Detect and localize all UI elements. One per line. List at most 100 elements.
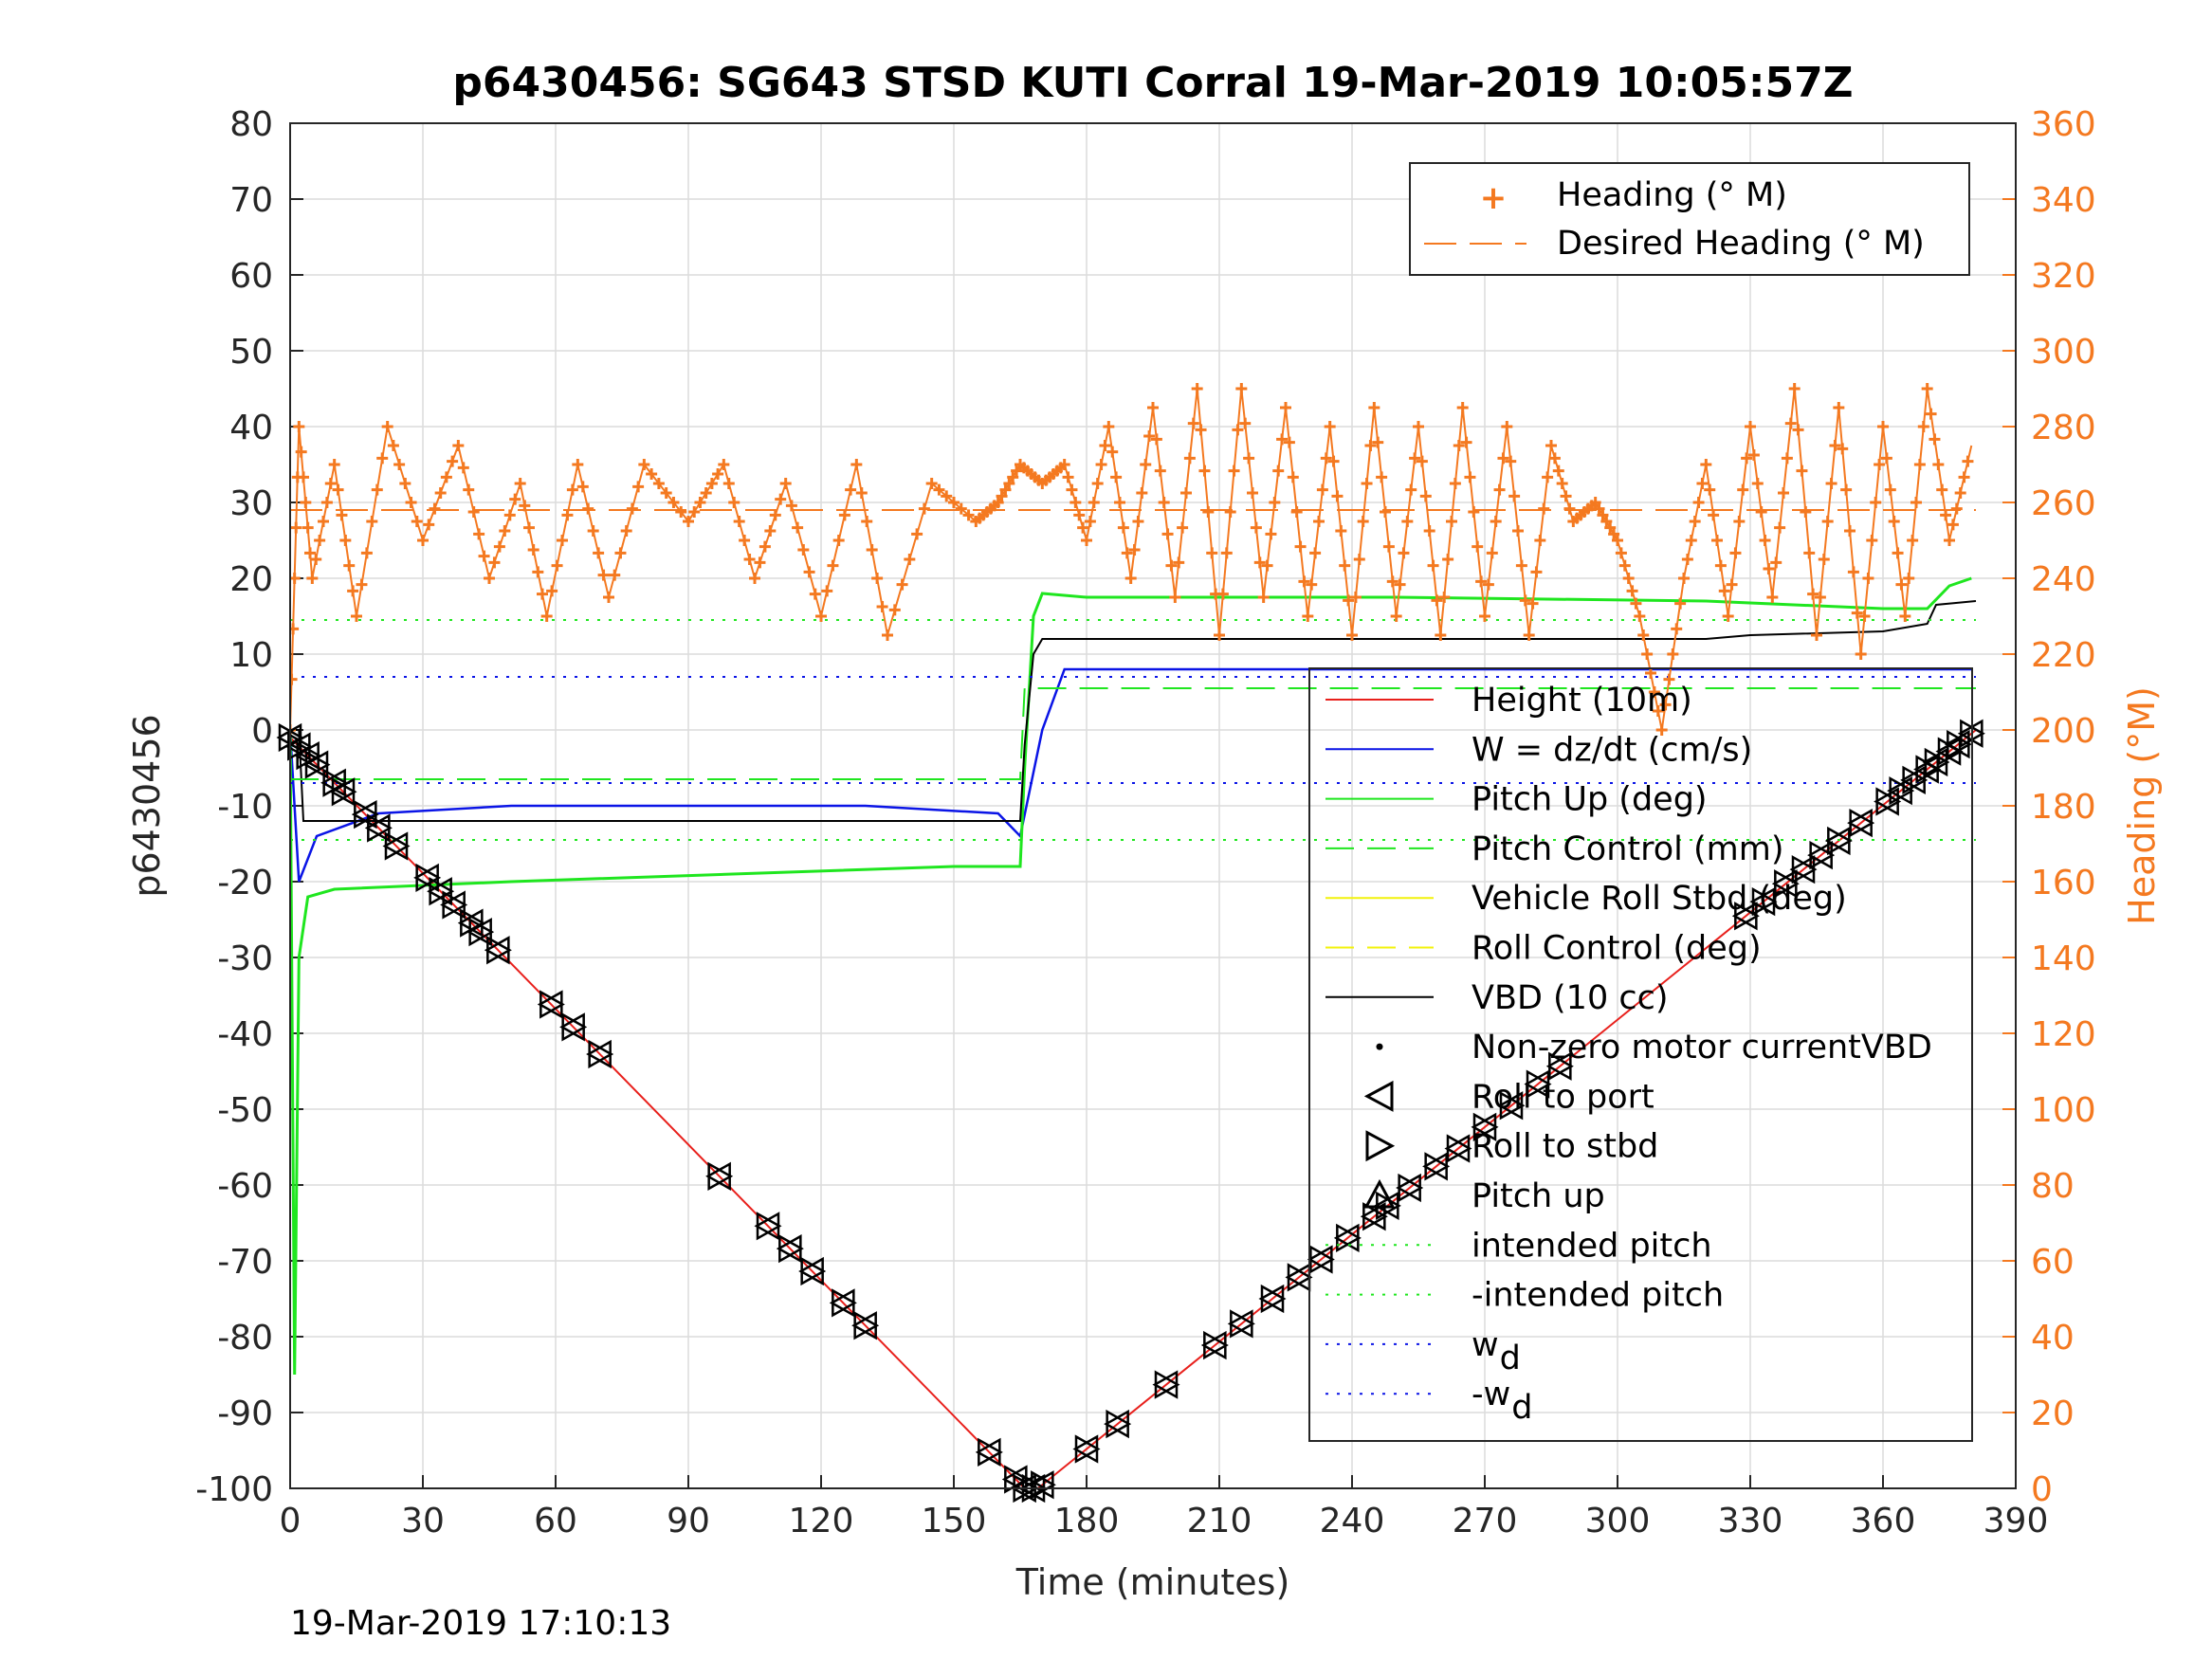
heading-point bbox=[1944, 535, 1955, 546]
roll-to-stbd-marker bbox=[1106, 1409, 1132, 1439]
heading-point bbox=[1674, 597, 1687, 610]
roll-to-stbd-marker bbox=[1809, 840, 1836, 870]
heading-point bbox=[1637, 629, 1650, 641]
plot-frame bbox=[289, 122, 2017, 1489]
heading-point bbox=[1224, 506, 1236, 518]
x-tick-label: 210 bbox=[1187, 1502, 1252, 1540]
heading-point bbox=[1751, 478, 1764, 489]
heading-point bbox=[1940, 509, 1952, 521]
x-tick-label: 60 bbox=[534, 1502, 577, 1540]
heading-point bbox=[1423, 525, 1435, 537]
heading-point bbox=[632, 481, 645, 493]
heading-point bbox=[1376, 471, 1388, 483]
heading-point bbox=[1195, 424, 1207, 436]
heading-point bbox=[1095, 459, 1107, 470]
heading-point bbox=[948, 497, 960, 508]
legend-heading: + Heading (° M) Desired Heading (° M) bbox=[1409, 162, 1970, 276]
heading-point bbox=[1604, 521, 1617, 534]
roll-to-stbd-marker bbox=[486, 936, 512, 965]
legend-entry-label: Non-zero motor currentVBD bbox=[1472, 1029, 1932, 1066]
heading-point bbox=[1652, 705, 1664, 717]
y-right-tick-label: 60 bbox=[2031, 1243, 2075, 1282]
y-right-tick-label: 140 bbox=[2031, 939, 2096, 978]
heading-point bbox=[996, 490, 1008, 502]
heading-point bbox=[1438, 592, 1451, 603]
roll-to-stbd-marker bbox=[561, 1012, 588, 1042]
heading-point bbox=[803, 566, 815, 578]
heading-point bbox=[1187, 417, 1199, 429]
heading-point bbox=[675, 506, 687, 518]
heading-point bbox=[290, 623, 300, 635]
heading-point bbox=[821, 585, 833, 597]
heading-point bbox=[694, 497, 706, 508]
heading-point bbox=[1442, 554, 1454, 565]
roll-to-stbd-marker bbox=[1791, 855, 1818, 884]
heading-point bbox=[1618, 559, 1631, 572]
heading-point bbox=[1147, 402, 1159, 413]
heading-point bbox=[1464, 471, 1476, 483]
heading-point bbox=[911, 528, 923, 540]
heading-point bbox=[1659, 699, 1672, 711]
heading-point bbox=[1316, 483, 1328, 496]
heading-point bbox=[1313, 516, 1325, 527]
heading-point bbox=[1600, 516, 1613, 527]
heading-point bbox=[646, 468, 658, 480]
heading-point bbox=[1435, 629, 1447, 641]
heading-point bbox=[1272, 465, 1285, 477]
heading-point bbox=[1283, 436, 1295, 448]
heading-point bbox=[792, 521, 804, 534]
heading-point bbox=[1733, 516, 1746, 527]
heading-point bbox=[1331, 490, 1344, 502]
heading-point bbox=[1552, 465, 1564, 477]
heading-point bbox=[1612, 535, 1623, 546]
roll-to-stbd-marker bbox=[1260, 1284, 1287, 1314]
heading-point bbox=[850, 459, 863, 470]
heading-point bbox=[399, 478, 411, 489]
heading-point bbox=[1058, 459, 1070, 470]
heading-point bbox=[718, 459, 730, 470]
legend-entry-label: VBD (10 cc) bbox=[1472, 979, 1669, 1017]
heading-point bbox=[1689, 516, 1701, 527]
heading-point bbox=[683, 516, 694, 527]
heading-point bbox=[712, 468, 724, 480]
x-tick-label: 0 bbox=[280, 1502, 302, 1540]
heading-point bbox=[779, 478, 792, 489]
heading-point bbox=[532, 566, 544, 578]
heading-point bbox=[587, 525, 599, 537]
heading-point bbox=[1343, 594, 1355, 607]
heading-point bbox=[360, 547, 373, 559]
y-tick-label: -60 bbox=[217, 1167, 273, 1206]
heading-point bbox=[1335, 525, 1347, 537]
heading-point bbox=[1556, 478, 1568, 489]
heading-point bbox=[1829, 440, 1841, 451]
heading-point bbox=[832, 535, 845, 546]
heading-point bbox=[1243, 452, 1255, 465]
heading-point bbox=[1214, 629, 1225, 641]
heading-point bbox=[423, 519, 435, 531]
roll-to-stbd-marker bbox=[1154, 1370, 1180, 1399]
legend-entry-subscript: d bbox=[1511, 1389, 1532, 1427]
heading-point bbox=[764, 525, 777, 537]
heading-point bbox=[1708, 509, 1720, 521]
roll-to-stbd-marker bbox=[415, 863, 442, 893]
heading-point bbox=[1692, 497, 1705, 508]
heading-point bbox=[652, 478, 665, 489]
heading-point bbox=[1526, 597, 1539, 610]
heading-point bbox=[1505, 455, 1517, 467]
heading-point bbox=[1490, 516, 1502, 527]
heading-point bbox=[1468, 506, 1480, 518]
heading-point bbox=[904, 554, 916, 565]
y-right-tick-label: 80 bbox=[2031, 1167, 2075, 1206]
roll-to-stbd-marker bbox=[853, 1311, 880, 1340]
y-tick-label: 80 bbox=[229, 105, 273, 144]
heading-point bbox=[999, 483, 1012, 496]
x-tick-label: 150 bbox=[922, 1502, 987, 1540]
heading-point bbox=[1700, 459, 1712, 470]
roll-to-stbd-marker bbox=[331, 777, 357, 807]
heading-point bbox=[1486, 547, 1498, 559]
heading-point bbox=[992, 497, 1004, 508]
heading-point bbox=[1788, 383, 1801, 394]
heading-point bbox=[1349, 592, 1362, 603]
heading-point bbox=[1177, 521, 1189, 534]
legend-entry-label: intended pitch bbox=[1472, 1227, 1712, 1265]
